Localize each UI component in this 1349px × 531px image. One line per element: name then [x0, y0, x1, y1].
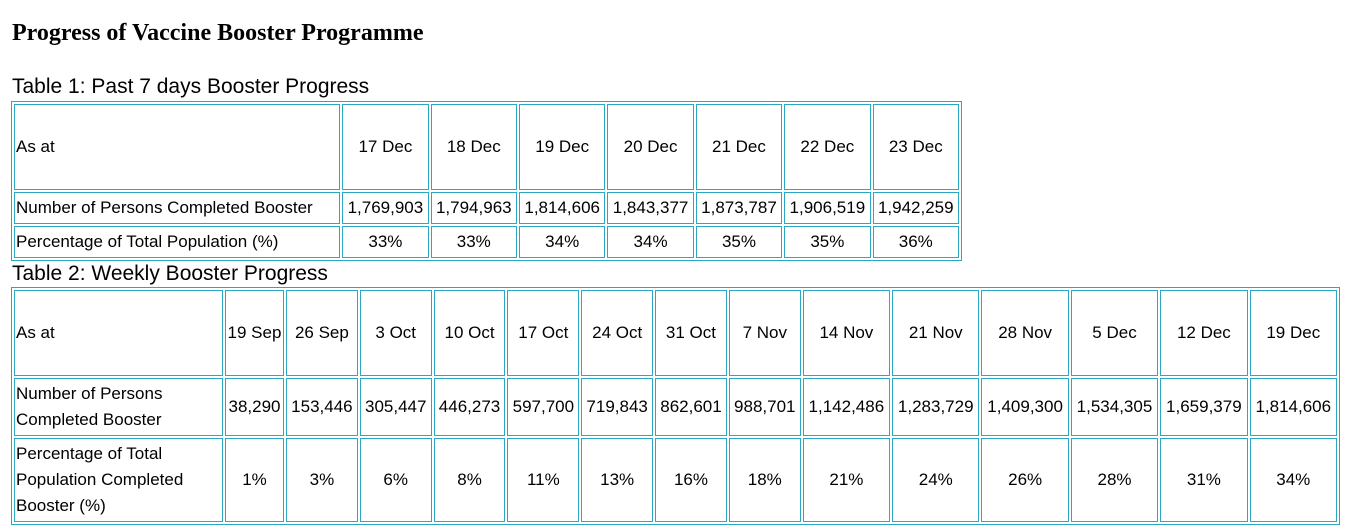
past-7-days-booster-table: As at 17 Dec 18 Dec 19 Dec 20 Dec 21 Dec… [11, 101, 962, 261]
row-label-as-at: As at [14, 290, 223, 376]
percent-cell: 3% [286, 438, 358, 522]
percent-cell: 31% [1160, 438, 1248, 522]
persons-cell: 862,601 [655, 378, 727, 436]
percent-cell: 34% [607, 226, 694, 258]
date-cell: 3 Oct [359, 290, 432, 376]
persons-cell: 1,142,486 [802, 378, 891, 436]
date-cell: 7 Nov [728, 290, 801, 376]
percent-cell: 13% [581, 438, 654, 522]
percent-cell: 36% [872, 226, 959, 258]
persons-cell: 597,700 [507, 378, 580, 436]
percent-cell: 8% [433, 438, 506, 522]
row-label-percentage: Percentage of Total Population Completed… [14, 438, 223, 522]
percent-cell: 33% [430, 226, 517, 258]
percent-cell: 34% [1249, 438, 1337, 522]
date-cell: 26 Sep [286, 290, 358, 376]
table-row-persons: Number of Persons Completed Booster 38,2… [14, 378, 1337, 436]
percent-cell: 35% [695, 226, 783, 258]
persons-cell: 1,283,729 [892, 378, 980, 436]
persons-cell: 719,843 [581, 378, 654, 436]
persons-cell: 446,273 [433, 378, 506, 436]
persons-cell: 1,814,606 [1249, 378, 1337, 436]
persons-cell: 1,769,903 [342, 192, 429, 224]
percent-cell: 1% [225, 438, 284, 522]
table-row-persons: Number of Persons Completed Booster 1,76… [14, 192, 959, 224]
persons-cell: 1,659,379 [1160, 378, 1248, 436]
date-cell: 28 Nov [981, 290, 1069, 376]
date-cell: 31 Oct [655, 290, 727, 376]
percent-cell: 16% [655, 438, 727, 522]
persons-cell: 1,409,300 [981, 378, 1069, 436]
persons-cell: 1,534,305 [1070, 378, 1159, 436]
persons-cell: 1,942,259 [872, 192, 959, 224]
row-label-persons: Number of Persons Completed Booster [14, 378, 223, 436]
percent-cell: 24% [892, 438, 980, 522]
persons-cell: 1,906,519 [784, 192, 871, 224]
date-cell: 19 Dec [518, 104, 606, 190]
percent-cell: 6% [359, 438, 432, 522]
date-cell: 19 Sep [225, 290, 284, 376]
persons-cell: 305,447 [359, 378, 432, 436]
percent-cell: 26% [981, 438, 1069, 522]
percent-cell: 11% [507, 438, 580, 522]
date-cell: 19 Dec [1249, 290, 1337, 376]
date-cell: 22 Dec [784, 104, 871, 190]
percent-cell: 33% [342, 226, 429, 258]
persons-cell: 153,446 [286, 378, 358, 436]
percent-cell: 34% [518, 226, 606, 258]
table-row-percentage: Percentage of Total Population (%) 33% 3… [14, 226, 959, 258]
date-cell: 21 Dec [695, 104, 783, 190]
date-cell: 20 Dec [607, 104, 694, 190]
percent-cell: 18% [728, 438, 801, 522]
table1-caption: Table 1: Past 7 days Booster Progress [12, 75, 370, 98]
date-cell: 21 Nov [892, 290, 980, 376]
percent-cell: 35% [784, 226, 871, 258]
date-cell: 14 Nov [802, 290, 891, 376]
row-label-persons: Number of Persons Completed Booster [14, 192, 341, 224]
persons-cell: 1,814,606 [518, 192, 606, 224]
date-cell: 18 Dec [430, 104, 517, 190]
percent-cell: 21% [802, 438, 891, 522]
persons-cell: 1,843,377 [607, 192, 694, 224]
date-cell: 17 Dec [342, 104, 429, 190]
table-row-as-at: As at 19 Sep 26 Sep 3 Oct 10 Oct 17 Oct … [14, 290, 1337, 376]
date-cell: 17 Oct [507, 290, 580, 376]
table-row-as-at: As at 17 Dec 18 Dec 19 Dec 20 Dec 21 Dec… [14, 104, 959, 190]
percent-cell: 28% [1070, 438, 1159, 522]
date-cell: 24 Oct [581, 290, 654, 376]
row-label-percentage: Percentage of Total Population (%) [14, 226, 341, 258]
persons-cell: 1,873,787 [695, 192, 783, 224]
persons-cell: 38,290 [225, 378, 284, 436]
date-cell: 5 Dec [1070, 290, 1159, 376]
persons-cell: 1,794,963 [430, 192, 517, 224]
row-label-as-at: As at [14, 104, 341, 190]
date-cell: 23 Dec [872, 104, 959, 190]
weekly-booster-table: As at 19 Sep 26 Sep 3 Oct 10 Oct 17 Oct … [11, 287, 1340, 525]
persons-cell: 988,701 [728, 378, 801, 436]
date-cell: 12 Dec [1160, 290, 1248, 376]
table2-caption: Table 2: Weekly Booster Progress [12, 262, 328, 285]
table-row-percentage: Percentage of Total Population Completed… [14, 438, 1337, 522]
page-title: Progress of Vaccine Booster Programme [12, 20, 424, 46]
date-cell: 10 Oct [433, 290, 506, 376]
